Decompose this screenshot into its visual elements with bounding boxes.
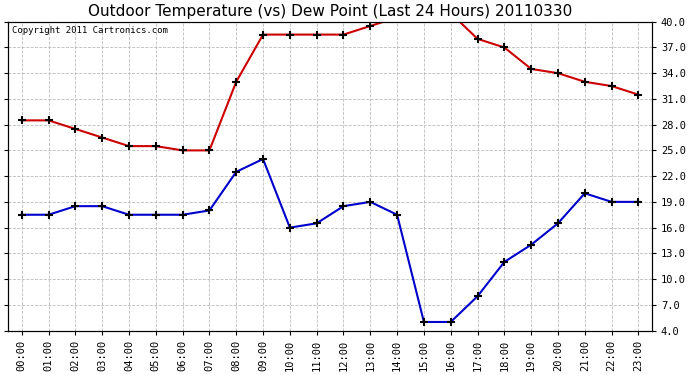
Text: Copyright 2011 Cartronics.com: Copyright 2011 Cartronics.com bbox=[12, 26, 168, 35]
Title: Outdoor Temperature (vs) Dew Point (Last 24 Hours) 20110330: Outdoor Temperature (vs) Dew Point (Last… bbox=[88, 4, 572, 19]
